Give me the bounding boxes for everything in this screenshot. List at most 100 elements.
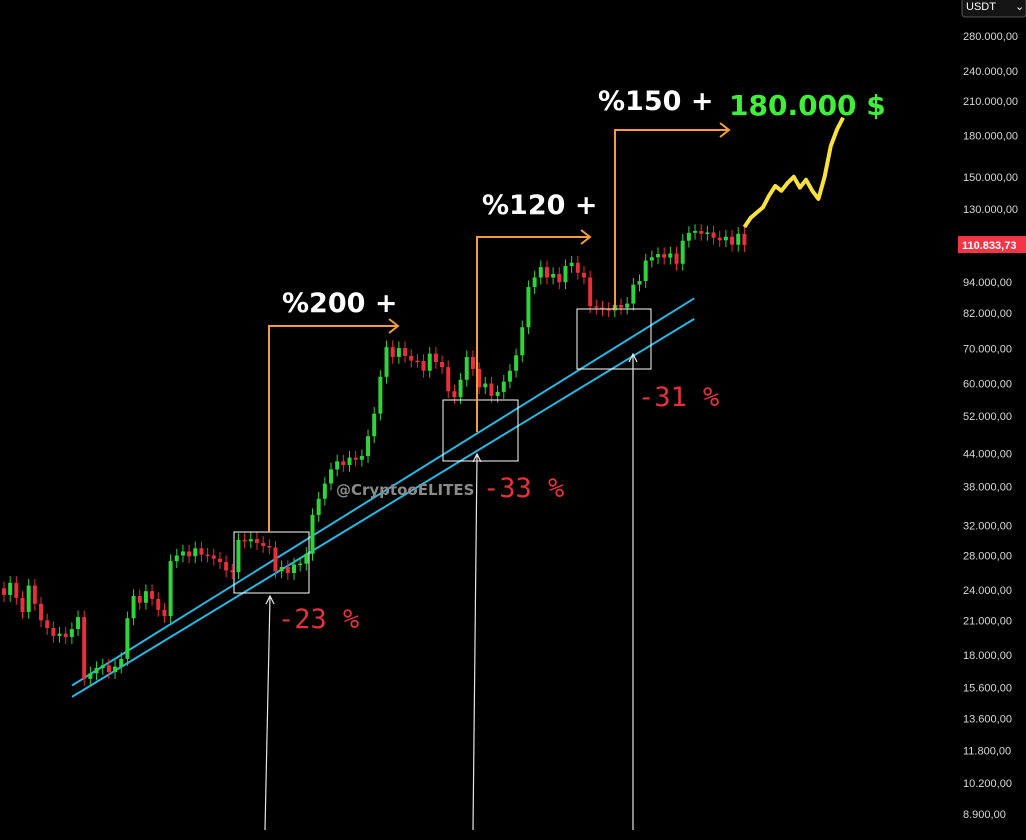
candle [236, 539, 241, 573]
candle [156, 598, 161, 610]
candle [137, 595, 142, 603]
candle [483, 383, 488, 388]
candle [63, 633, 68, 638]
candle [693, 230, 698, 233]
candle [322, 483, 327, 499]
y-tick-label: 280.000,00 [963, 31, 1018, 43]
gain-arrow-3 [614, 122, 731, 310]
consolidation-box-1 [233, 531, 310, 594]
y-tick-label: 15.600,00 [963, 682, 1012, 694]
current-price-label: 110.833,73 [962, 240, 1016, 252]
candle [433, 353, 438, 363]
candle [464, 356, 469, 380]
pointer-arrow-2 [472, 452, 482, 831]
gain-arrows [268, 122, 731, 532]
candle [119, 658, 124, 667]
candle [193, 548, 198, 557]
candle [440, 362, 445, 368]
candle [495, 391, 500, 396]
y-tick-label: 32.000,00 [963, 520, 1012, 532]
candle [378, 376, 383, 414]
candle [316, 498, 321, 515]
watermark: @CryptooELITES [336, 481, 474, 499]
y-tick-label: 130.000,00 [963, 204, 1018, 216]
candle [106, 665, 111, 673]
candle [588, 277, 593, 307]
target-price-label: 180.000 $ [729, 89, 886, 122]
candle [526, 287, 531, 328]
gain-arrow-1 [268, 318, 400, 532]
candle [730, 236, 735, 245]
candle [205, 554, 210, 557]
candle [384, 347, 389, 377]
candle [680, 240, 685, 264]
candle [372, 413, 377, 437]
candle [131, 595, 136, 619]
candle [57, 633, 62, 636]
pointer-arrow-3 [628, 352, 638, 830]
candle [544, 267, 549, 278]
y-tick-label: 13.600,00 [963, 713, 1012, 725]
y-tick-label: 210.000,00 [963, 96, 1018, 108]
candlestick-series [2, 224, 747, 686]
y-tick-label: 150.000,00 [963, 172, 1018, 184]
candle [248, 539, 253, 542]
candle [575, 262, 580, 273]
candle [723, 236, 728, 241]
price-axis: 280.000,00 240.000,00 210.000,00 180.000,00… [963, 31, 1018, 821]
gain-label-3: %150 + [598, 86, 713, 117]
candle [427, 353, 432, 371]
gain-label-1: %200 + [282, 288, 397, 319]
candle [619, 304, 623, 308]
candle [557, 273, 562, 283]
drop-label-3: -31 % [638, 382, 719, 413]
candle [39, 603, 44, 621]
candle [452, 391, 457, 398]
candle [477, 368, 482, 388]
candle [45, 620, 50, 628]
candle [532, 277, 537, 288]
y-tick-label: 11.800,00 [963, 745, 1011, 757]
gain-arrow-2 [476, 229, 592, 432]
candle [113, 666, 118, 673]
candle [668, 253, 673, 258]
candle [329, 469, 334, 484]
candle [699, 230, 704, 234]
candle [742, 233, 747, 246]
candle [224, 561, 229, 571]
y-tick-label: 60.000,00 [963, 379, 1012, 391]
consolidation-boxes [233, 308, 652, 594]
candle [82, 617, 87, 679]
y-tick-label: 10.200,00 [963, 778, 1012, 790]
currency-label: USDT [966, 1, 996, 13]
candle [51, 627, 56, 636]
candle [569, 262, 574, 267]
candle [14, 582, 19, 598]
candle [403, 348, 408, 356]
candle [94, 668, 99, 674]
pointer-arrows [264, 352, 638, 831]
candle [298, 563, 303, 566]
pointer-arrow-1 [264, 594, 275, 831]
candle [69, 629, 74, 638]
y-tick-label: 8.900,00 [963, 809, 1006, 821]
drop-label-1: -23 % [278, 604, 359, 635]
y-tick-label: 18.000,00 [963, 650, 1012, 662]
candle [631, 284, 636, 304]
candle [606, 308, 611, 311]
candle [335, 461, 340, 470]
candle [187, 551, 192, 557]
y-tick-label: 38.000,00 [963, 482, 1012, 494]
candle [489, 383, 494, 396]
candle [20, 597, 25, 612]
candle [273, 547, 278, 572]
candle [514, 355, 519, 371]
trend-channel [71, 297, 695, 698]
candle [705, 232, 710, 234]
candle [458, 379, 463, 398]
candle [649, 257, 654, 261]
currency-selector[interactable]: USDT ⌄ [961, 0, 1026, 18]
candle [211, 555, 216, 559]
candle [267, 545, 272, 548]
